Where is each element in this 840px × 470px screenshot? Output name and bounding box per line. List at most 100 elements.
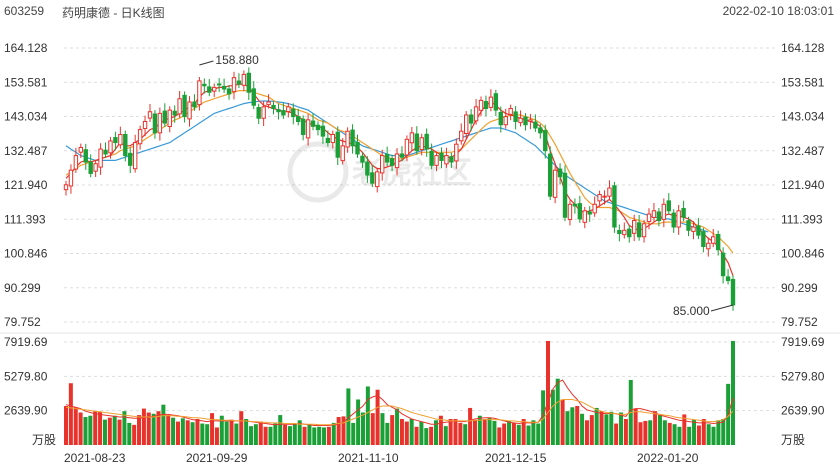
candle (607, 180, 612, 201)
price-tick-left: 143.034 (4, 110, 48, 124)
candle (676, 204, 681, 235)
volume-bar (604, 414, 609, 445)
candle (325, 130, 331, 147)
candle (473, 99, 479, 125)
candle (597, 190, 602, 207)
candle-body (88, 161, 93, 174)
candle-body (602, 195, 607, 198)
volume-bar (550, 389, 555, 445)
candle-body (78, 146, 84, 153)
candle (666, 193, 671, 215)
candle-body (409, 132, 415, 144)
volume-ma-lines (65, 379, 734, 426)
volume-bar (614, 423, 619, 445)
volume-bar (711, 426, 716, 445)
volume-bar (507, 420, 512, 445)
candle-body (468, 114, 474, 124)
volume-bar (434, 420, 439, 445)
volume-bar (575, 405, 580, 445)
candle (192, 94, 197, 111)
volume-bar (706, 424, 711, 445)
candle-body (543, 130, 548, 152)
candle (142, 115, 148, 137)
volume-bar (482, 418, 487, 445)
price-tick-right: 153.581 (781, 75, 825, 89)
candle (162, 103, 168, 128)
candle-body (286, 106, 291, 113)
candle (98, 143, 103, 175)
candle-body (488, 96, 494, 108)
candle-body (350, 129, 355, 147)
volume-bar (287, 426, 292, 445)
volume-bar (721, 418, 726, 445)
candle (330, 130, 336, 149)
price-tick-left: 132.487 (4, 144, 48, 158)
candle (118, 126, 123, 149)
volume-bar (599, 411, 604, 445)
timestamp: 2022-02-10 18:03:01 (722, 4, 834, 18)
volume-bar (643, 420, 648, 445)
candle (706, 237, 711, 257)
candle (266, 94, 271, 109)
volume-bar (716, 420, 721, 445)
candle (444, 147, 449, 168)
candle-body (73, 155, 79, 170)
candle-body (380, 155, 385, 174)
price-tick-left: 121.940 (4, 178, 48, 192)
candle-body (197, 80, 202, 106)
volume-bar (360, 412, 365, 445)
volume-bar (531, 420, 536, 445)
candle-body (513, 111, 518, 122)
volume-bar (570, 407, 575, 445)
candle-body (651, 210, 657, 218)
volume-bar (171, 417, 176, 445)
candle (305, 114, 311, 146)
candle (681, 200, 686, 222)
candle-body (414, 133, 419, 152)
candle-body (404, 138, 410, 156)
candle-body (429, 150, 434, 166)
candle (73, 147, 79, 173)
candle-body (296, 116, 301, 122)
candle (335, 126, 340, 165)
ma5-line (65, 83, 734, 276)
volume-bar (83, 417, 88, 445)
candle-body (261, 106, 266, 119)
volume-bar (356, 399, 361, 445)
candle-body (454, 143, 459, 162)
candle-body (706, 242, 711, 250)
candle-body (528, 119, 533, 122)
candle (562, 165, 568, 222)
volume-bar (161, 404, 166, 445)
candle-body (547, 153, 553, 197)
volume-bar (239, 411, 244, 445)
candle-body (419, 137, 424, 151)
volume-bar (594, 407, 599, 445)
price-tick-left: 111.393 (4, 212, 46, 226)
candle-body (103, 149, 108, 155)
ma5-path (65, 83, 734, 276)
volume-bar (687, 426, 692, 445)
candle (281, 102, 286, 119)
candle-body (701, 231, 706, 248)
candle (345, 127, 350, 153)
candle-body (711, 236, 716, 244)
candle (612, 181, 617, 233)
volume-bar (682, 414, 687, 445)
candle-body (246, 72, 252, 93)
volume-bar (234, 423, 239, 445)
candle-body (562, 172, 568, 218)
candle-body (256, 107, 261, 119)
candle (656, 208, 662, 227)
volume-bar (312, 427, 317, 445)
volume-bar (609, 411, 614, 445)
candle (315, 121, 321, 136)
candle-body (345, 130, 350, 148)
volume-bar (545, 340, 550, 445)
volume-bar (390, 415, 395, 445)
candle-body (216, 83, 222, 86)
candle-body (533, 121, 538, 129)
candle (320, 120, 326, 144)
price-tick-left: 164.128 (4, 41, 48, 55)
candle-body (636, 222, 642, 238)
